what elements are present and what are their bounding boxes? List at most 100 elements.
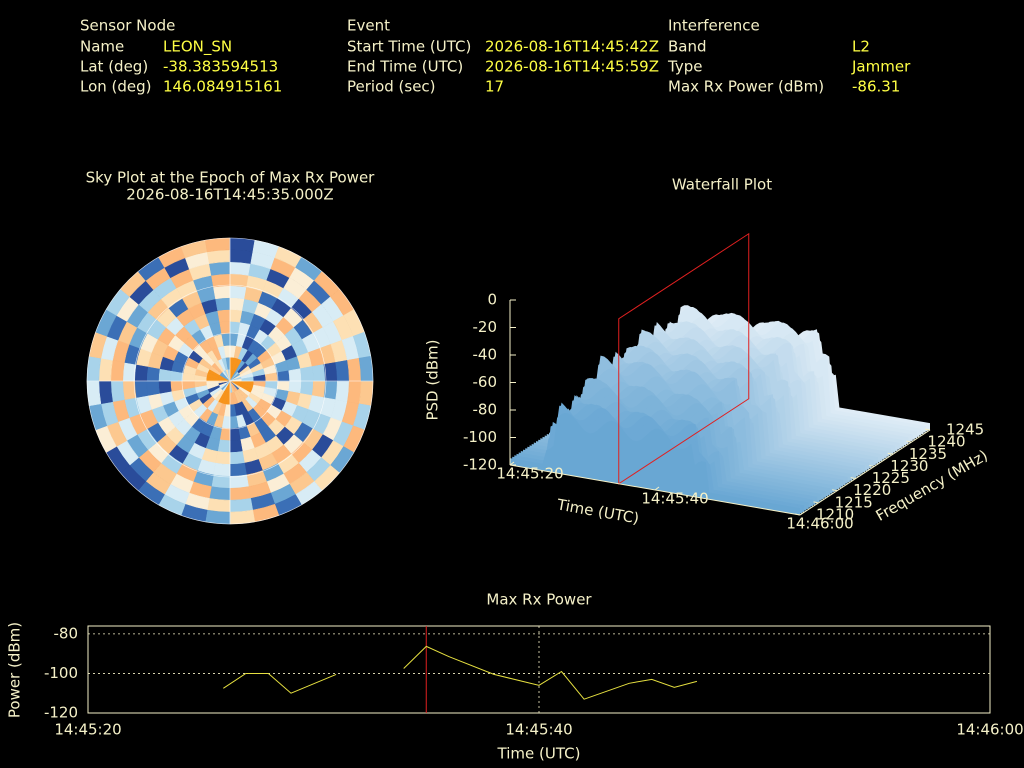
field-label: Lon (deg): [80, 78, 152, 96]
x-tick: [799, 511, 805, 516]
sky-cell: [229, 427, 241, 441]
chart-title: Sky Plot at the Epoch of Max Rx Power: [86, 169, 376, 187]
sky-cell: [229, 237, 256, 253]
field-label: Max Rx Power (dBm): [668, 78, 824, 96]
y-tick: [906, 440, 912, 443]
z-tick-label: -60: [473, 373, 498, 391]
x-tick: [509, 461, 515, 466]
chart-title: Max Rx Power: [486, 591, 592, 609]
sky-cell: [347, 380, 362, 405]
field-label: Name: [80, 38, 124, 56]
section-title: Interference: [668, 17, 760, 35]
y-tick-label: -80: [54, 624, 79, 642]
sky-cell: [347, 357, 362, 382]
y-tick-label: 1210: [816, 506, 854, 524]
sky-cell: [229, 285, 247, 300]
sky-cell: [288, 368, 302, 382]
y-axis-label: Power (dBm): [6, 622, 24, 718]
sky-cell: [158, 380, 172, 394]
z-tick-label: -20: [473, 318, 498, 336]
y-tick: [850, 477, 856, 480]
y-tick: [869, 464, 875, 467]
y-tick-label: -120: [44, 704, 78, 722]
sky-cell: [215, 451, 231, 465]
x-tick: [654, 486, 660, 491]
x-tick-label: 14:45:20: [496, 465, 563, 483]
field-value: 2026-08-16T14:45:42Z: [485, 38, 659, 56]
sky-cell: [215, 297, 231, 311]
sky-cell: [229, 451, 245, 465]
z-tick-label: 0: [487, 291, 497, 309]
sky-cell: [98, 357, 113, 382]
z-tick-label: -100: [463, 428, 497, 446]
field-label: Period (sec): [347, 78, 436, 96]
sky-cell: [229, 486, 251, 501]
field-value: Jammer: [851, 58, 911, 76]
y-tick-label: 1225: [872, 469, 910, 487]
y-tick: [794, 513, 801, 516]
sky-cell: [170, 380, 184, 392]
chart-title: Waterfall Plot: [672, 176, 772, 194]
y-tick-label: 1220: [853, 481, 891, 499]
sky-cell: [335, 360, 350, 382]
sky-cell: [146, 366, 160, 382]
z-axis-label: PSD (dBm): [424, 339, 442, 420]
sky-cell: [206, 498, 231, 513]
field-label: Lat (deg): [80, 58, 148, 76]
y-tick: [832, 489, 838, 492]
sky-map: [86, 237, 374, 525]
field-value: LEON_SN: [163, 38, 232, 57]
header: Sensor Node Name LEON_SN Lat (deg) -38.38359…: [80, 17, 911, 96]
series-line: [403, 645, 698, 700]
sky-cell: [300, 380, 314, 396]
sky-cell: [146, 380, 160, 396]
x-tick-label: 14:45:40: [641, 490, 708, 508]
sky-cell: [300, 366, 314, 382]
y-tick: [887, 452, 893, 455]
sky-cell: [110, 360, 125, 382]
field-value: -38.383594513: [163, 58, 278, 76]
sky-cell: [229, 261, 251, 276]
sky-cell: [311, 364, 326, 382]
field-label: End Time (UTC): [347, 58, 463, 76]
field-value: 17: [485, 78, 504, 96]
field-value: 146.084915161: [163, 78, 282, 96]
axis-line: [799, 429, 931, 516]
sky-cell: [86, 355, 102, 382]
y-tick-label: 1230: [890, 457, 928, 475]
field-value: -86.31: [852, 78, 900, 96]
x-tick-label: 14:46:00: [956, 721, 1023, 739]
sky-cell: [229, 498, 254, 513]
sky-cell: [213, 285, 231, 300]
z-tick-label: -40: [473, 346, 498, 364]
y-tick-label: 1245: [946, 421, 984, 439]
field-value: L2: [852, 38, 870, 56]
field-label: Start Time (UTC): [347, 38, 471, 56]
sky-cell: [219, 321, 231, 335]
sky-cell: [229, 297, 245, 311]
sky-cell: [229, 462, 247, 477]
field-label: Band: [668, 38, 707, 56]
y-tick-label: 1240: [927, 433, 965, 451]
sky-cell: [86, 380, 102, 407]
sky-cell: [134, 364, 149, 382]
epoch-plane: [618, 232, 750, 485]
x-tick-label: 14:46:00: [786, 515, 853, 533]
sky-cell: [335, 380, 350, 402]
y-tick: [813, 501, 819, 504]
x-axis-label: Time (UTC): [497, 745, 581, 763]
sky-cell: [206, 249, 231, 264]
z-tick-label: -120: [463, 456, 497, 474]
sky-cell: [213, 462, 231, 477]
sky-cell: [110, 380, 125, 402]
x-tick-label: 14:45:40: [505, 721, 572, 739]
sky-cell: [358, 355, 374, 382]
sky-cell: [204, 509, 231, 525]
sky-cell: [217, 309, 231, 323]
z-tick-label: -80: [473, 401, 498, 419]
y-tick: [924, 428, 931, 431]
series-line: [223, 673, 337, 694]
field-label: Type: [667, 58, 702, 76]
sky-cell: [209, 261, 231, 276]
